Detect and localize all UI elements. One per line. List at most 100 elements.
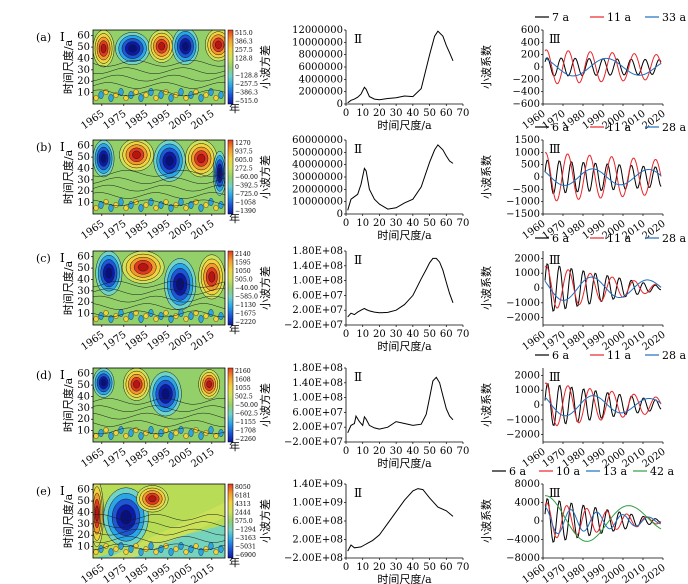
coefficient-line — [544, 263, 662, 312]
small-contour — [98, 200, 104, 209]
x-tick-label: 60 — [440, 562, 453, 573]
contour-line — [93, 543, 225, 551]
y-tick-label: 2000 — [515, 253, 540, 264]
x-tick-label: 20 — [373, 446, 386, 457]
x-tick-label: 2015 — [189, 108, 216, 132]
x-tick-label: 10 — [356, 329, 369, 340]
y-tick-label: 60 — [77, 31, 90, 42]
contour-level — [133, 380, 140, 389]
row-label: (e) — [36, 485, 51, 498]
y-axis-label: 时间尺度/a — [61, 149, 75, 204]
small-contour — [163, 88, 169, 95]
y-tick-label: 6.00E+08 — [292, 516, 343, 527]
colorbar-label: 1595 — [235, 260, 251, 267]
x-tick-label: 2005 — [167, 329, 194, 353]
y-tick-label: 30 — [77, 403, 90, 414]
small-contour — [118, 87, 124, 96]
small-contour — [153, 204, 159, 211]
small-contour — [148, 87, 154, 96]
small-contour — [128, 312, 134, 321]
y-tick-label: 10 — [77, 309, 90, 320]
small-contour — [143, 546, 149, 553]
colorbar-label: 2140 — [235, 251, 251, 258]
coefficient-line — [544, 395, 662, 417]
contour-level — [197, 153, 206, 164]
y-tick-label: 50000000 — [292, 147, 343, 158]
small-contour — [118, 426, 124, 435]
x-tick-label: 40 — [406, 446, 419, 457]
colorbar-label: 2444 — [235, 510, 251, 517]
small-contour — [168, 548, 174, 557]
legend-label: 7 a — [552, 11, 569, 24]
x-tick-label: 70 — [457, 218, 470, 229]
y-tick-label: −2000 — [506, 313, 540, 324]
y-tick-label: 1.80E+08 — [292, 363, 343, 374]
y-tick-label: −600 — [513, 99, 540, 110]
legend-label: 11 a — [607, 349, 631, 362]
contour-level — [105, 267, 113, 279]
colorbar-label: 515.0 — [235, 30, 253, 37]
y-tick-label: 1000 — [515, 147, 540, 158]
variance-line — [347, 30, 454, 104]
y-tick-label: 0 — [534, 62, 540, 73]
small-contour — [173, 201, 179, 208]
x-axis-label: 时间尺度/a — [377, 118, 432, 132]
small-contour — [128, 90, 134, 99]
small-contour — [178, 197, 184, 206]
small-contour — [208, 426, 214, 435]
legend-label: 28 a — [662, 232, 686, 245]
x-tick-label: 10 — [356, 218, 369, 229]
x-tick-label: 1975 — [101, 218, 128, 242]
legend-label: 11 a — [607, 232, 631, 245]
colorbar-label: 502.5 — [235, 394, 253, 401]
contour-line — [93, 177, 225, 184]
coefficient-line — [544, 168, 662, 186]
colorbar-label: −60.00 — [235, 174, 258, 181]
y-axis-label: 小波方差 — [258, 155, 272, 199]
small-contour — [123, 433, 129, 440]
x-tick-label: 1965 — [79, 218, 106, 242]
legend-label: 28 a — [662, 121, 686, 134]
small-contour — [173, 91, 179, 98]
small-contour — [103, 88, 109, 95]
contour-level — [100, 378, 107, 387]
x-tick-label: 70 — [457, 562, 470, 573]
small-contour — [123, 549, 129, 556]
legend-label: 6 a — [509, 465, 526, 478]
small-contour — [158, 429, 164, 438]
small-contour — [208, 197, 214, 206]
y-tick-label: 30 — [77, 519, 90, 530]
y-tick-label: 8000000 — [298, 50, 343, 61]
colorbar-label: 575.0 — [235, 518, 253, 525]
panel-coefficients: 150010005000−500−1000−150019601970198019… — [480, 121, 686, 242]
colorbar-label: −3163 — [235, 535, 256, 542]
contour-line — [93, 398, 225, 405]
contour-line — [93, 303, 225, 310]
small-contour — [118, 542, 124, 551]
contour-line — [93, 67, 225, 74]
contour-line — [93, 288, 225, 295]
x-tick-label: 1985 — [123, 562, 150, 584]
small-contour — [133, 427, 139, 434]
colorbar-label: −128.8 — [235, 73, 258, 80]
x-tick-label: 30 — [390, 562, 403, 573]
colorbar — [227, 29, 234, 105]
y-tick-label: 1.00E+08 — [292, 276, 343, 287]
y-tick-label: 0 — [534, 283, 540, 294]
panel-coefficients: 200010000−1000−2000196019701980199020002… — [480, 232, 686, 353]
x-tick-label: 20 — [373, 108, 386, 119]
panel-coefficients: 6004002000−200−400−600196019701980199020… — [480, 11, 686, 132]
small-contour — [183, 549, 189, 556]
small-contour — [103, 198, 109, 205]
contour-line — [93, 412, 225, 420]
colorbar-label: −2220 — [235, 319, 256, 326]
colorbar-label: 605.0 — [235, 157, 253, 164]
small-contour — [188, 312, 194, 321]
small-contour — [123, 316, 129, 323]
small-contour — [213, 94, 219, 101]
y-tick-label: 2.00E+08 — [292, 535, 343, 546]
panel-label: Ⅲ — [549, 253, 561, 267]
small-contour — [193, 310, 199, 317]
small-contour — [128, 545, 134, 554]
